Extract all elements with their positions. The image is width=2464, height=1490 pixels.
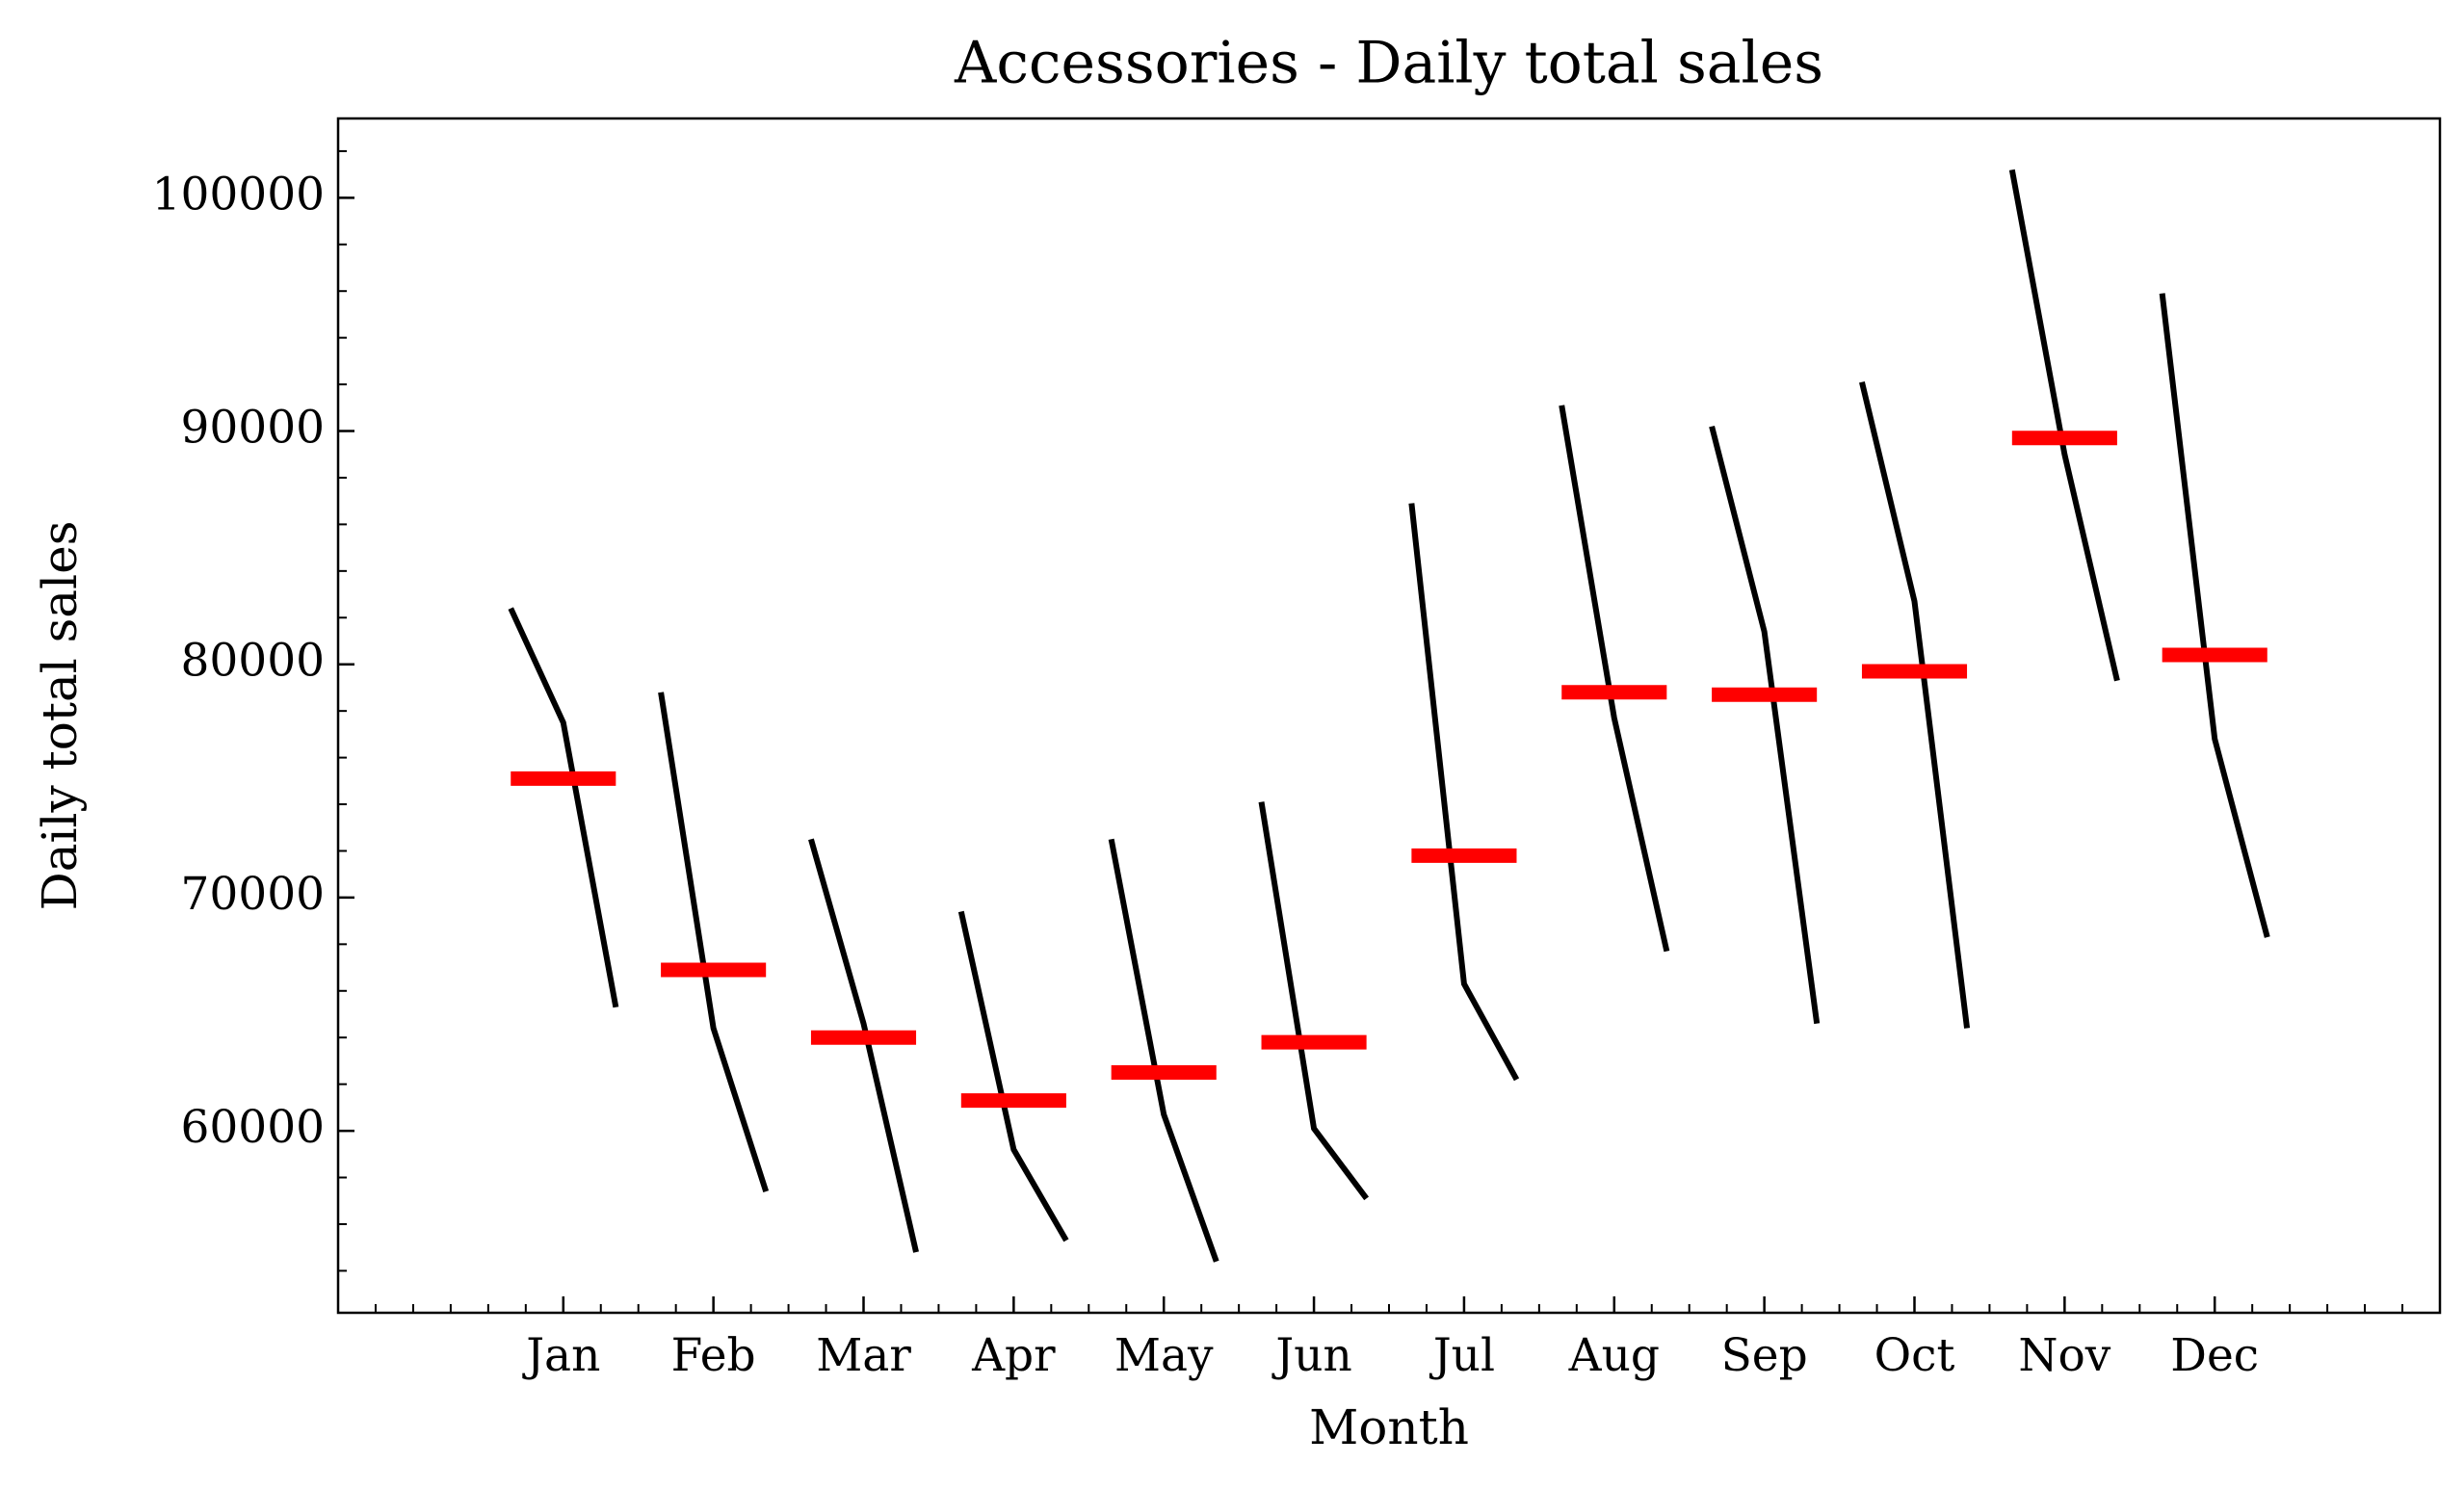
subseries-line	[2008, 169, 2120, 682]
chart-title: Accessories - Daily total sales	[954, 30, 1823, 97]
x-tick-label: Nov	[2018, 1329, 2110, 1382]
subseries-line	[2159, 293, 2270, 938]
subseries-line	[1859, 380, 1971, 1029]
subseries-line	[1408, 503, 1520, 1082]
x-tick-label: Dec	[2170, 1329, 2259, 1382]
subseries-line	[1108, 838, 1219, 1263]
x-tick-label: Sep	[1721, 1329, 1808, 1382]
subseries-line	[508, 607, 619, 1008]
plot-frame	[336, 117, 2442, 1315]
subseries-line	[1709, 425, 1821, 1025]
y-tick-label: 100000	[152, 168, 325, 221]
subseries-line	[1258, 801, 1370, 1201]
y-tick-label: 80000	[180, 635, 325, 688]
x-tick-label: Mar	[816, 1329, 911, 1382]
y-tick-label: 70000	[180, 868, 325, 921]
x-tick-label: Apr	[971, 1329, 1056, 1382]
x-tick-label: Jan	[522, 1329, 600, 1382]
x-tick-label: Jul	[1429, 1329, 1495, 1382]
x-tick-label: Feb	[671, 1329, 756, 1382]
subseries-line	[1559, 405, 1670, 953]
x-tick-label: May	[1114, 1329, 1214, 1382]
y-tick-label: 90000	[180, 402, 325, 455]
subseries-line	[808, 838, 919, 1253]
subseries-line	[957, 910, 1069, 1242]
x-axis-label: Month	[1309, 1399, 1469, 1455]
x-tick-label: Oct	[1874, 1329, 1955, 1382]
y-axis-label: Daily total sales	[32, 521, 88, 911]
y-tick-label: 60000	[180, 1101, 325, 1154]
x-tick-label: Jun	[1271, 1329, 1351, 1382]
x-tick-label: Aug	[1568, 1329, 1660, 1382]
subseries-line	[658, 692, 770, 1192]
